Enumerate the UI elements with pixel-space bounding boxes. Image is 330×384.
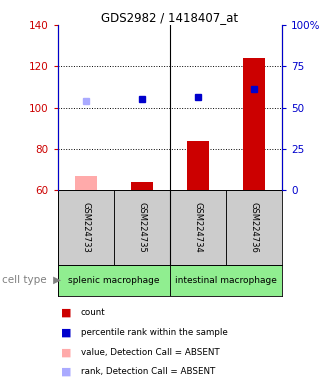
Bar [58,265,170,296]
Text: value, Detection Call = ABSENT: value, Detection Call = ABSENT [81,348,219,357]
Bar [243,58,265,190]
Bar [226,190,282,265]
Bar [131,182,153,190]
Bar [58,190,114,265]
Text: GSM224734: GSM224734 [193,202,203,253]
Text: GSM224733: GSM224733 [81,202,90,253]
Text: intestinal macrophage: intestinal macrophage [175,276,277,285]
Text: GSM224735: GSM224735 [137,202,147,253]
Bar [170,265,282,296]
Text: rank, Detection Call = ABSENT: rank, Detection Call = ABSENT [81,367,215,376]
Title: GDS2982 / 1418407_at: GDS2982 / 1418407_at [101,11,239,24]
Text: splenic macrophage: splenic macrophage [68,276,160,285]
Text: cell type  ▶: cell type ▶ [2,275,61,285]
Text: ■: ■ [61,328,72,338]
Text: ■: ■ [61,347,72,357]
Text: ■: ■ [61,367,72,377]
Text: percentile rank within the sample: percentile rank within the sample [81,328,228,337]
Text: GSM224736: GSM224736 [249,202,259,253]
Bar [114,190,170,265]
Bar [187,141,209,190]
Bar [75,175,97,190]
Text: ■: ■ [61,308,72,318]
Text: count: count [81,308,106,317]
Bar [170,190,226,265]
